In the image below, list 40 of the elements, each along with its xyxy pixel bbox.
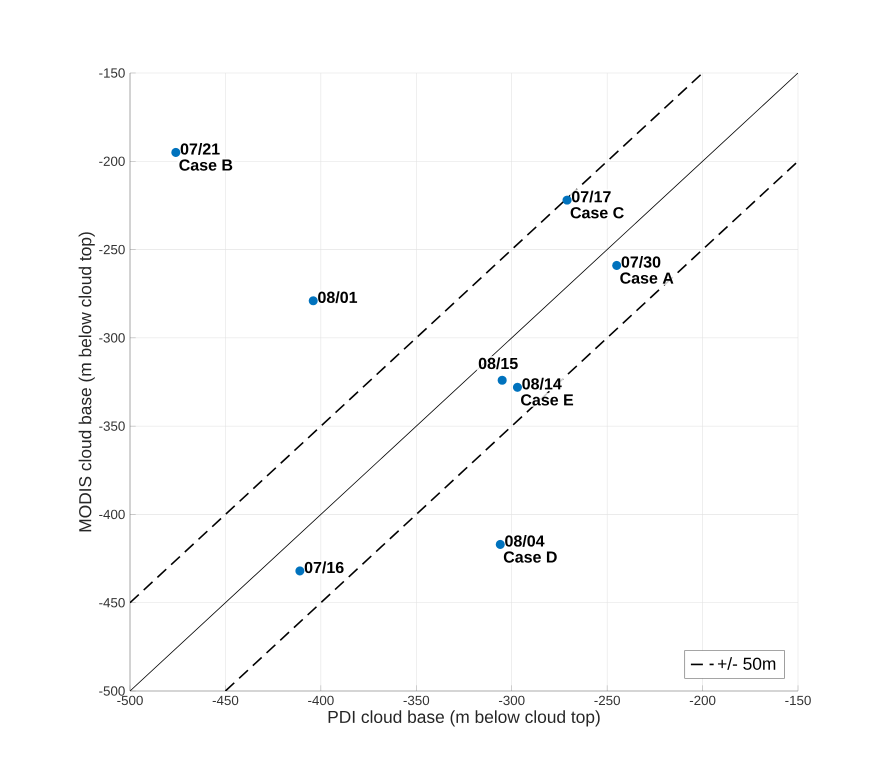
annotation: Case B	[179, 159, 232, 171]
y-tick-label: -300	[99, 333, 125, 343]
annotation: Case C	[570, 207, 624, 218]
point	[171, 148, 180, 157]
annotation: Case A	[620, 272, 674, 284]
annotation: 07/17	[572, 190, 611, 203]
annotation: 07/30	[622, 256, 660, 268]
y-tick-label: -500	[99, 686, 125, 696]
x-tick-label: -450	[212, 696, 238, 706]
y-tick-label: -450	[99, 598, 125, 608]
x-tick-label: -400	[308, 696, 334, 706]
y-tick-label: -250	[99, 244, 125, 254]
x-tick-label: -500	[117, 696, 143, 706]
x-axis-title: PDI cloud base (m below cloud top)	[328, 710, 600, 726]
x-tick-label: -200	[690, 696, 716, 706]
annotation: 08/14	[522, 378, 562, 390]
point	[496, 540, 505, 549]
annotation: 08/15	[478, 357, 518, 370]
annotation: 07/16	[304, 561, 344, 574]
point	[295, 566, 304, 576]
point	[562, 196, 572, 205]
x-tick-label: -150	[785, 696, 811, 706]
point	[498, 376, 507, 385]
annotation: Case D	[504, 551, 557, 563]
annotation: 08/04	[505, 534, 544, 547]
y-tick-label: -200	[99, 156, 125, 166]
point	[308, 296, 318, 306]
annotation: 07/21	[180, 142, 220, 155]
x-tick-label: -250	[594, 696, 620, 706]
y-tick-label: -400	[99, 510, 125, 520]
x-tick-label: -350	[404, 696, 430, 706]
point	[612, 260, 622, 270]
legend-label: +/- 50m	[718, 657, 776, 670]
y-axis-title: MODIS cloud base (m below cloud top)	[78, 232, 95, 532]
x-tick-label: -300	[498, 696, 525, 706]
y-tick-label: -150	[99, 68, 125, 78]
annotation: 08/01	[318, 291, 358, 304]
y-tick-label: -350	[99, 421, 125, 431]
point	[512, 382, 522, 392]
annotation: Case E	[521, 394, 574, 406]
